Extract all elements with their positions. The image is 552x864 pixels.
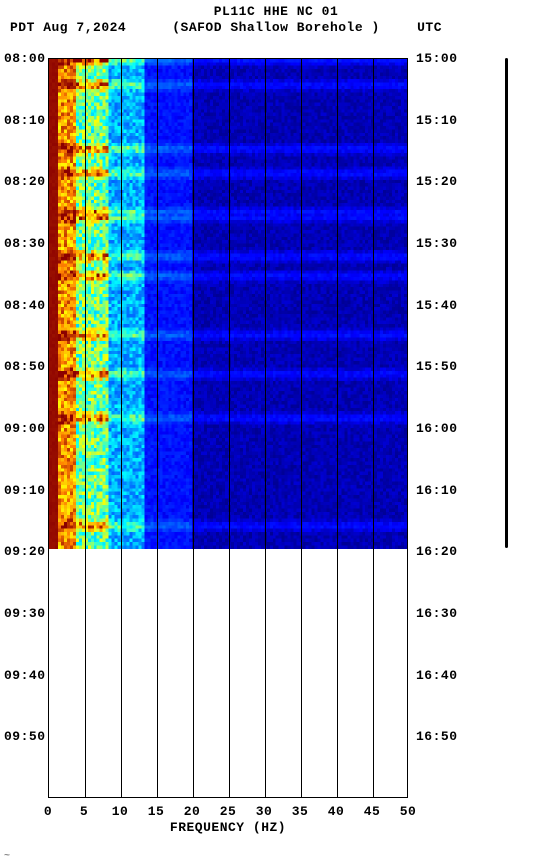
x-tick-label: 0 [44, 804, 52, 819]
x-tick-label: 40 [328, 804, 345, 819]
y-tick-left: 08:50 [4, 359, 46, 374]
x-tick-label: 45 [364, 804, 381, 819]
x-tick-label: 30 [256, 804, 273, 819]
x-tick-label: 25 [220, 804, 237, 819]
plot-title: PL11C HHE NC 01 [0, 4, 552, 19]
y-tick-right: 15:20 [416, 174, 458, 189]
gridline-vertical [229, 59, 230, 797]
y-tick-right: 16:20 [416, 544, 458, 559]
amplitude-sidebar [505, 58, 508, 548]
y-tick-left: 08:30 [4, 236, 46, 251]
y-tick-left: 08:20 [4, 174, 46, 189]
y-tick-right: 16:50 [416, 729, 458, 744]
y-tick-right: 16:40 [416, 668, 458, 683]
y-tick-left: 09:40 [4, 668, 46, 683]
gridline-vertical [373, 59, 374, 797]
gridline-vertical [301, 59, 302, 797]
y-tick-left: 09:30 [4, 606, 46, 621]
x-tick-label: 20 [184, 804, 201, 819]
y-tick-right: 16:10 [416, 483, 458, 498]
y-tick-left: 09:10 [4, 483, 46, 498]
page: PL11C HHE NC 01 PDT Aug 7,2024 (SAFOD Sh… [0, 0, 552, 864]
y-tick-left: 08:40 [4, 298, 46, 313]
spectrogram-plot [48, 58, 408, 798]
x-tick-label: 35 [292, 804, 309, 819]
x-tick-label: 10 [112, 804, 129, 819]
x-tick-label: 5 [80, 804, 88, 819]
header-station-name: (SAFOD Shallow Borehole ) [0, 20, 552, 35]
gridline-vertical [157, 59, 158, 797]
y-tick-left: 08:00 [4, 51, 46, 66]
gridline-vertical [265, 59, 266, 797]
gridline-vertical [85, 59, 86, 797]
header-right-tz: UTC [417, 20, 442, 35]
gridline-vertical [193, 59, 194, 797]
gridline-vertical [121, 59, 122, 797]
y-tick-left: 09:00 [4, 421, 46, 436]
y-tick-right: 15:00 [416, 51, 458, 66]
y-tick-right: 15:10 [416, 113, 458, 128]
y-tick-right: 16:00 [416, 421, 458, 436]
spectrogram-canvas [49, 59, 407, 797]
y-tick-right: 15:40 [416, 298, 458, 313]
y-tick-right: 16:30 [416, 606, 458, 621]
x-tick-label: 50 [400, 804, 417, 819]
y-tick-left: 08:10 [4, 113, 46, 128]
y-tick-right: 15:50 [416, 359, 458, 374]
y-tick-left: 09:50 [4, 729, 46, 744]
y-tick-right: 15:30 [416, 236, 458, 251]
gridline-vertical [337, 59, 338, 797]
x-axis-label: FREQUENCY (HZ) [48, 820, 408, 835]
signature: ~ [4, 851, 11, 862]
x-tick-label: 15 [148, 804, 165, 819]
y-tick-left: 09:20 [4, 544, 46, 559]
